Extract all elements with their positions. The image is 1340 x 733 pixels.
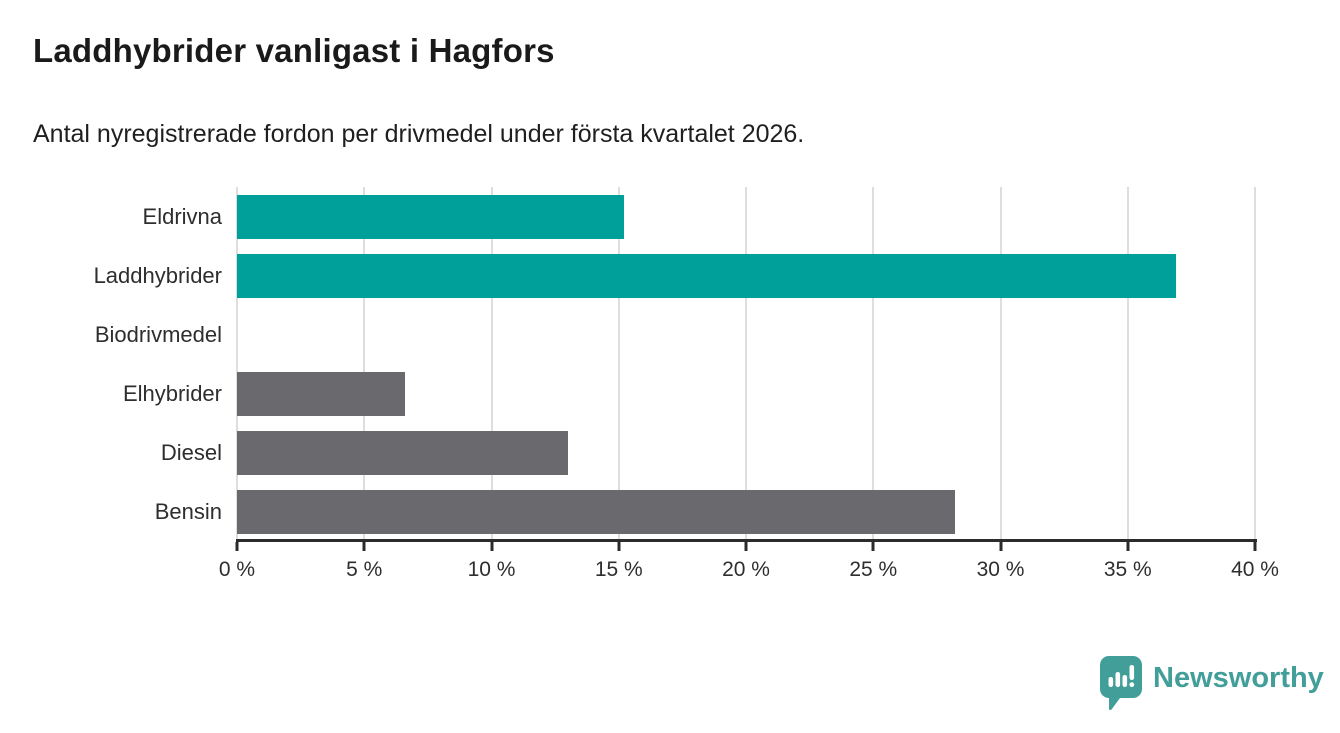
category-label-biodrivmedel: Biodrivmedel	[94, 321, 222, 347]
chart-subtitle: Antal nyregistrerade fordon per drivmede…	[33, 120, 805, 148]
x-tick	[999, 542, 1002, 551]
gridline	[490, 187, 493, 541]
bar-eldrivna	[237, 194, 624, 239]
x-tick	[1253, 542, 1257, 551]
y-axis-category-labels: Eldrivna Laddhybrider Biodrivmedel Elhybrid…	[0, 187, 222, 541]
plot-area	[236, 187, 1256, 541]
category-label-eldrivna: Eldrivna	[142, 203, 222, 229]
x-tick-label: 10 %	[467, 558, 516, 581]
gridline	[999, 187, 1002, 541]
bar-diesel	[237, 430, 568, 475]
gridline	[1126, 187, 1129, 541]
gridline	[617, 187, 620, 541]
bar-bensin	[237, 489, 955, 534]
x-tick	[490, 542, 493, 551]
category-label-elhybrider: Elhybrider	[122, 380, 222, 406]
x-tick	[1126, 542, 1130, 551]
gridline	[1254, 187, 1256, 541]
x-tick-label: 5 %	[346, 558, 383, 581]
gridline	[363, 187, 366, 541]
gridline	[872, 187, 875, 541]
newsworthy-logo-icon	[1100, 656, 1142, 711]
x-tick-label: 15 %	[594, 558, 643, 581]
x-tick-label: 35 %	[1103, 558, 1152, 581]
category-label-laddhybrider: Laddhybrider	[93, 262, 222, 288]
gridline	[236, 187, 238, 541]
newsworthy-logo: Newsworthy	[1100, 656, 1324, 711]
bar-laddhybrider	[237, 253, 1177, 298]
x-tick-label: 20 %	[722, 558, 770, 581]
gridline	[745, 187, 747, 541]
chart-title: Laddhybrider vanligast i Hagfors	[33, 32, 555, 69]
x-tick-label: 40 %	[1231, 558, 1279, 581]
x-tick	[744, 542, 748, 551]
category-label-bensin: Bensin	[154, 498, 222, 524]
x-tick-label: 25 %	[849, 558, 898, 581]
x-tick	[362, 542, 366, 551]
newsworthy-logo-label: Newsworthy	[1153, 662, 1324, 694]
x-tick	[871, 542, 875, 551]
x-tick-label: 30 %	[976, 558, 1025, 581]
x-axis: 0 % 5 % 10 % 15 % 20 % 25 % 30 % 35 % 40 %	[219, 542, 1279, 592]
x-axis-line	[236, 539, 1257, 542]
bar-elhybrider	[237, 371, 405, 416]
x-tick-label: 0 %	[218, 558, 256, 581]
category-label-diesel: Diesel	[160, 439, 222, 465]
x-tick	[617, 542, 621, 551]
x-tick	[235, 542, 239, 551]
